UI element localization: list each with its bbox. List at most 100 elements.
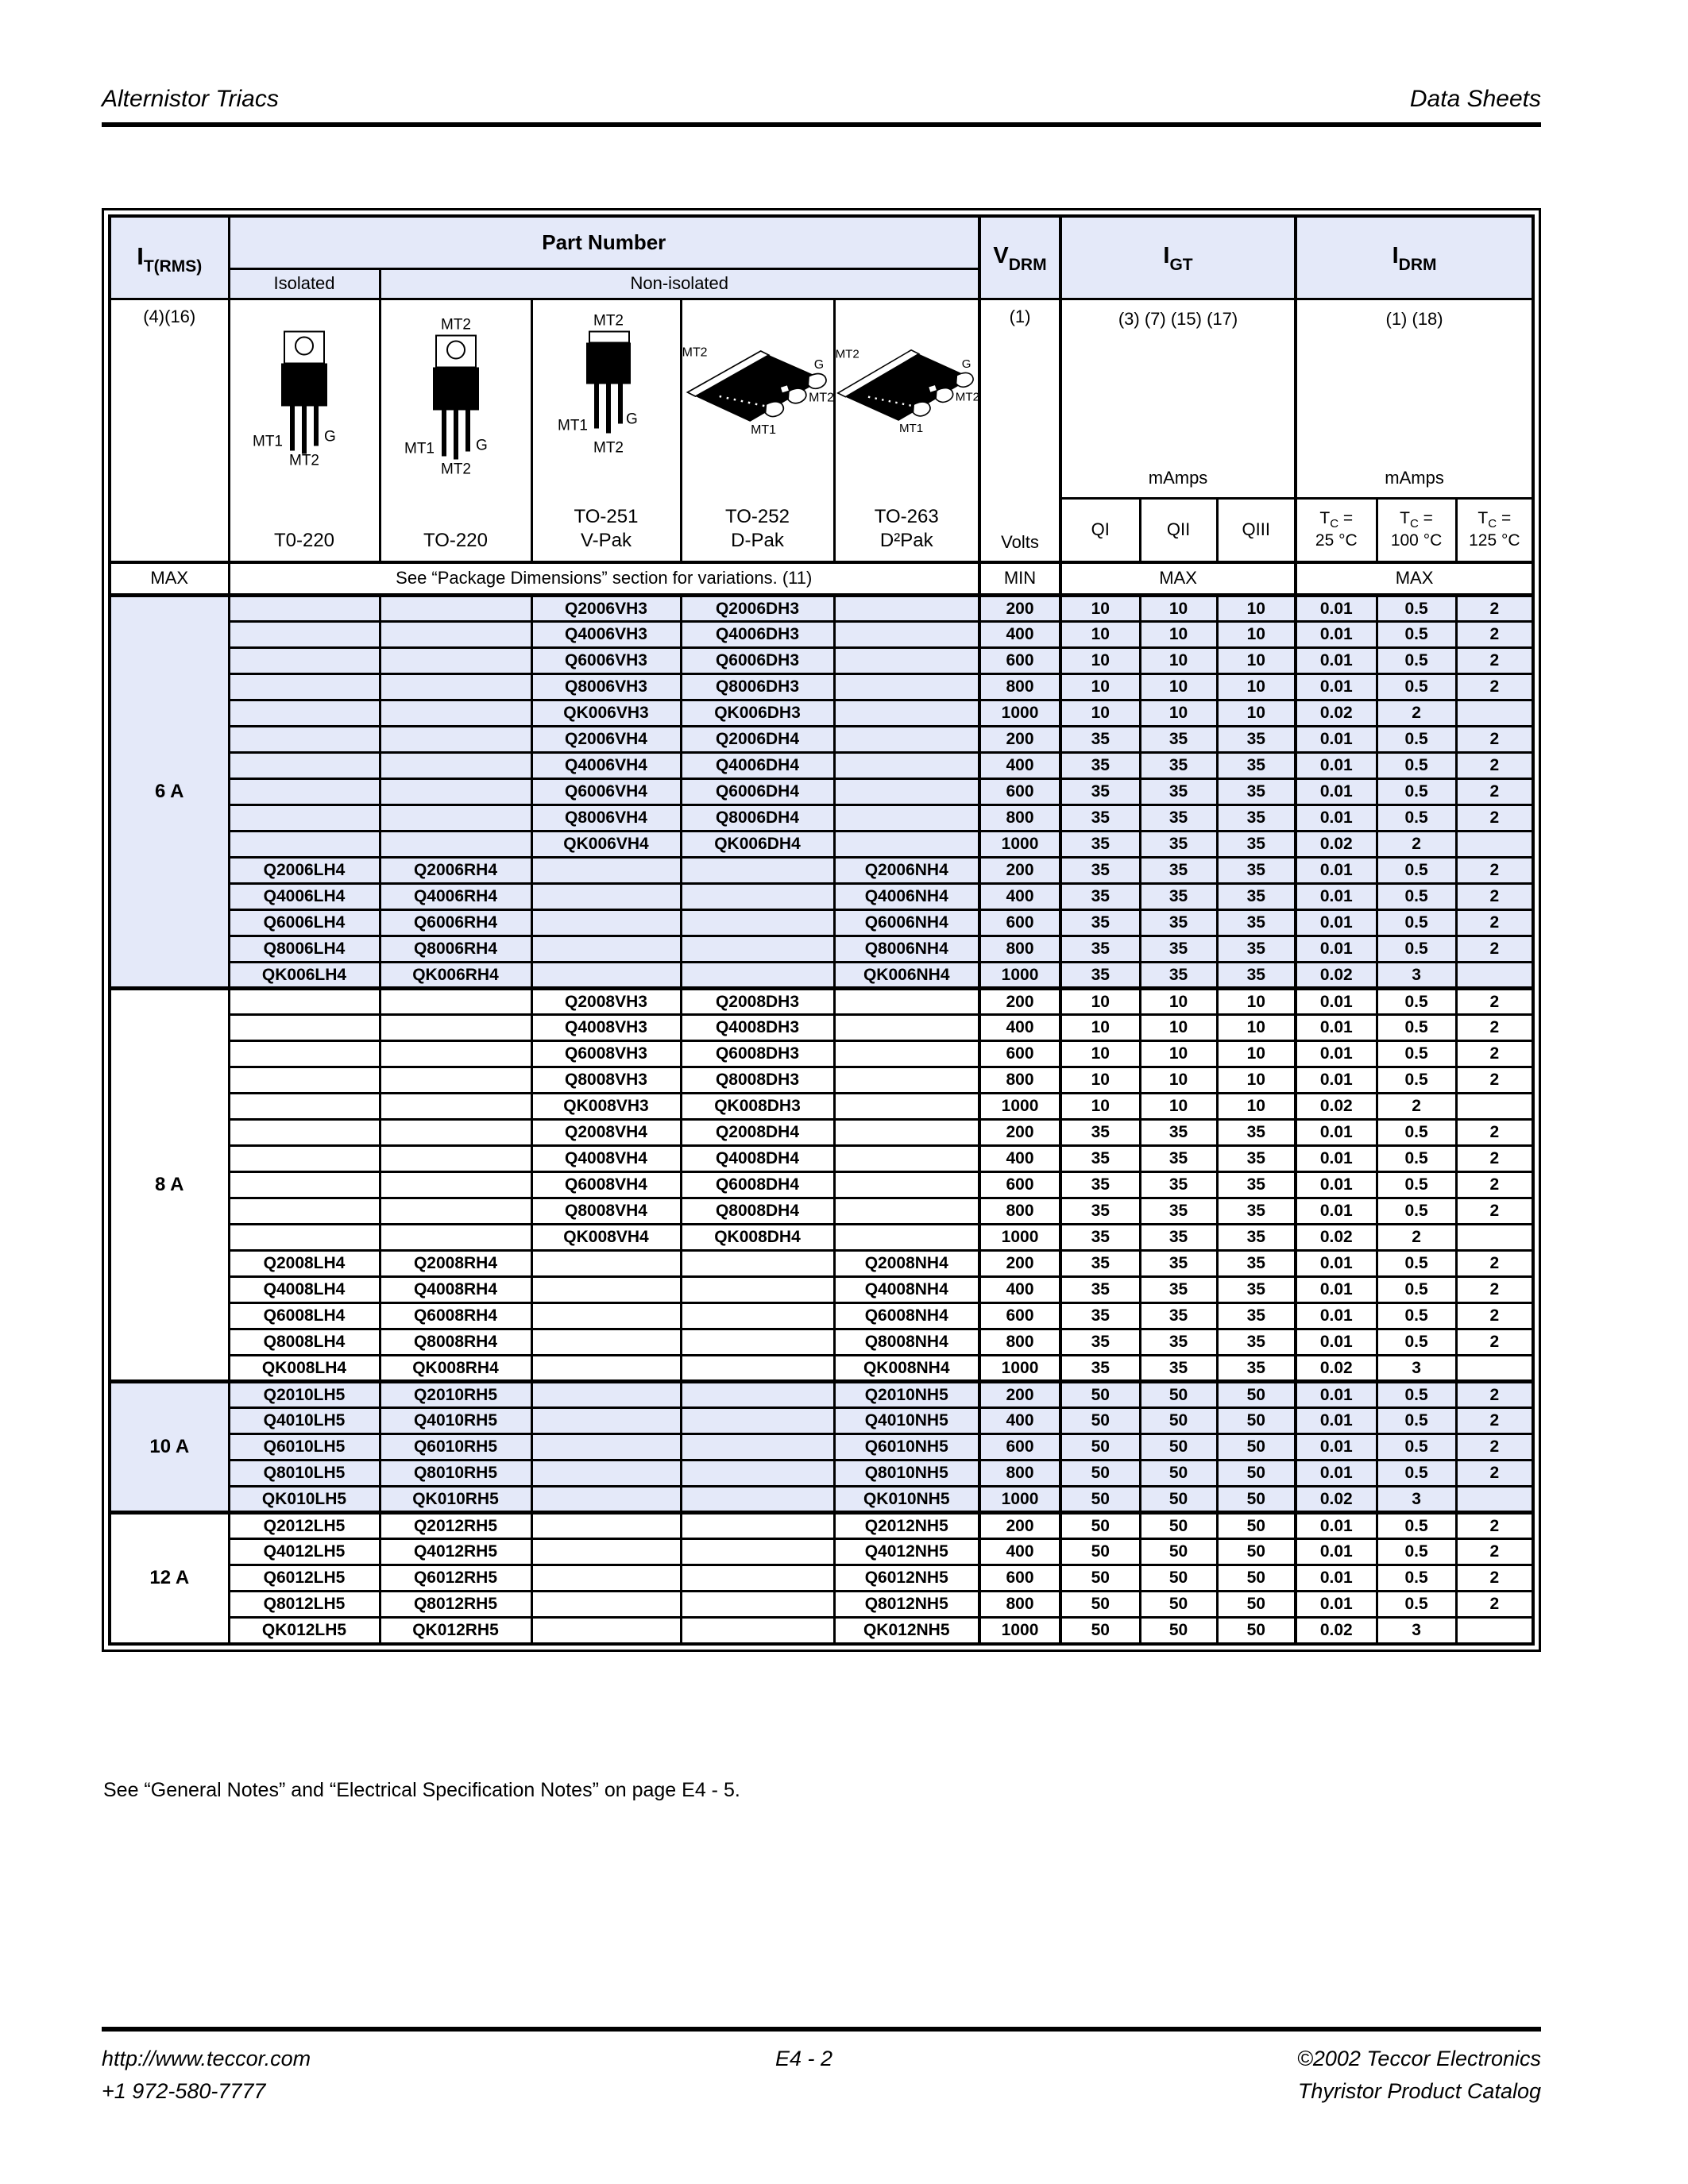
igt-qiii-cell: 35 bbox=[1215, 830, 1297, 859]
to220-cell bbox=[378, 1197, 533, 1225]
igt-qii-cell: 50 bbox=[1138, 1433, 1219, 1461]
table-row: Q8006VH4 Q8006DH4 800 35 35 35 0.01 0.5 2 bbox=[110, 804, 1535, 832]
igt-qi-cell: 35 bbox=[1059, 1223, 1141, 1252]
idrm-tc125-cell: 2 bbox=[1454, 882, 1535, 911]
table-row: Q6008VH3 Q6008DH3 600 10 10 10 0.01 0.5 2 bbox=[110, 1040, 1535, 1068]
table-row: Q4010LH5 Q4010RH5 Q4010NH5 400 50 50 50 0.01 0.5… bbox=[110, 1406, 1535, 1435]
volts-cell: 600 bbox=[978, 1564, 1062, 1592]
volts-cell: 800 bbox=[978, 673, 1062, 701]
to220-cell bbox=[378, 1144, 533, 1173]
pin-label: MT1 bbox=[404, 440, 435, 457]
idrm-tc100-cell: 0.5 bbox=[1375, 1066, 1458, 1094]
idrm-tc25-cell: 0.01 bbox=[1294, 1433, 1378, 1461]
igt-qi-cell: 10 bbox=[1059, 986, 1141, 1016]
igt-qii-cell: 50 bbox=[1138, 1379, 1219, 1409]
to220-cell: Q6006RH4 bbox=[378, 909, 533, 937]
vpak-cell bbox=[530, 1275, 682, 1304]
idrm-tc100-cell: 0.5 bbox=[1375, 986, 1458, 1016]
table-row: Q4008VH3 Q4008DH3 400 10 10 10 0.01 0.5 2 bbox=[110, 1013, 1535, 1042]
d2pak-cell: Q8010NH5 bbox=[832, 1459, 981, 1488]
idrm-tc25-cell: 0.01 bbox=[1294, 1328, 1378, 1356]
isolated-to220-cell: QK010LH5 bbox=[227, 1485, 381, 1514]
igt-qiii-cell: 50 bbox=[1215, 1564, 1297, 1592]
igt-qii-cell: 35 bbox=[1138, 856, 1219, 885]
tc-temp: 25 °C bbox=[1315, 531, 1358, 550]
to220-cell bbox=[378, 804, 533, 832]
col-header-tc25: TC = 25 °C bbox=[1294, 496, 1378, 564]
d2pak-cell bbox=[832, 1092, 981, 1121]
dpak-cell bbox=[679, 909, 836, 937]
idrm-tc100-cell: 0.5 bbox=[1375, 804, 1458, 832]
igt-qiii-cell: 10 bbox=[1215, 620, 1297, 649]
idrm-tc125-cell bbox=[1454, 830, 1535, 859]
idrm-tc125-cell: 2 bbox=[1454, 593, 1535, 623]
package-name-line1: TO-252 bbox=[725, 505, 790, 527]
igt-qiii-cell: 35 bbox=[1215, 1118, 1297, 1147]
igt-qiii-cell: 50 bbox=[1215, 1590, 1297, 1619]
idrm-tc25-cell: 0.01 bbox=[1294, 1538, 1378, 1566]
d2pak-cell bbox=[832, 1144, 981, 1173]
idrm-tc100-cell: 0.5 bbox=[1375, 593, 1458, 623]
d2pak-cell: Q4008NH4 bbox=[832, 1275, 981, 1304]
isolated-to220-cell bbox=[227, 986, 381, 1016]
igt-qi-cell: 10 bbox=[1059, 673, 1141, 701]
igt-qii-cell: 50 bbox=[1138, 1590, 1219, 1619]
volts-cell: 400 bbox=[978, 882, 1062, 911]
pin-label: MT2 bbox=[682, 345, 708, 359]
idrm-tc125-cell: 2 bbox=[1454, 1564, 1535, 1592]
volts-cell: 1000 bbox=[978, 1616, 1062, 1645]
igt-qi-cell: 50 bbox=[1059, 1459, 1141, 1488]
igt-qii-cell: 50 bbox=[1138, 1459, 1219, 1488]
igt-qiii-cell: 35 bbox=[1215, 882, 1297, 911]
igt-qiii-cell: 10 bbox=[1215, 646, 1297, 675]
table-row: 6 A Q2006VH3 Q2006DH3 200 10 10 10 0.01 0.5 2 bbox=[108, 593, 1535, 990]
package-cell-to263: MT2 G MT2 MT1 TO-263 D²Pak bbox=[832, 297, 981, 563]
package-dimensions-note: See “Package Dimensions” section for var… bbox=[227, 560, 981, 597]
vpak-cell: Q6006VH4 bbox=[530, 778, 682, 806]
igt-qii-cell: 50 bbox=[1138, 1564, 1219, 1592]
to220-cell bbox=[378, 778, 533, 806]
idrm-tc25-cell: 0.01 bbox=[1294, 646, 1378, 675]
idrm-tc100-cell: 0.5 bbox=[1375, 1118, 1458, 1147]
isolated-to220-cell bbox=[227, 804, 381, 832]
dpak-cell bbox=[679, 1249, 836, 1278]
vpak-cell: Q8008VH3 bbox=[530, 1066, 682, 1094]
idrm-tc25-cell: 0.02 bbox=[1294, 1485, 1378, 1514]
igt-qi-cell: 10 bbox=[1059, 1092, 1141, 1121]
igt-qiii-cell: 35 bbox=[1215, 935, 1297, 963]
igt-qii-cell: 10 bbox=[1138, 986, 1219, 1016]
col-header-tc125: TC = 125 °C bbox=[1454, 496, 1535, 564]
isolated-to220-cell bbox=[227, 1171, 381, 1199]
d2pak-cell: Q4010NH5 bbox=[832, 1406, 981, 1435]
col-header-part-number: Part Number bbox=[227, 214, 981, 270]
igt-qii-cell: 35 bbox=[1138, 1354, 1219, 1383]
volts-cell: 600 bbox=[978, 909, 1062, 937]
section-label-6a: 6 A bbox=[108, 593, 230, 990]
idrm-tc125-cell: 2 bbox=[1454, 804, 1535, 832]
vpak-cell: QK006VH3 bbox=[530, 699, 682, 727]
idrm-tc100-cell: 0.5 bbox=[1375, 1302, 1458, 1330]
igt-qiii-cell: 35 bbox=[1215, 1302, 1297, 1330]
igt-qii-cell: 50 bbox=[1138, 1511, 1219, 1540]
idrm-tc100-cell: 0.5 bbox=[1375, 620, 1458, 649]
idrm-notes: (1) (18) bbox=[1385, 308, 1443, 329]
igt-qii-cell: 10 bbox=[1138, 1040, 1219, 1068]
idrm-tc100-cell: 2 bbox=[1375, 1092, 1458, 1121]
to220-cell bbox=[378, 1040, 533, 1068]
igt-qiii-cell: 10 bbox=[1215, 1040, 1297, 1068]
vpak-cell: Q4008VH3 bbox=[530, 1013, 682, 1042]
to220-cell bbox=[378, 593, 533, 623]
table-row: Q4006LH4 Q4006RH4 Q4006NH4 400 35 35 35 0.01 0.5… bbox=[110, 882, 1535, 911]
idrm-tc125-cell: 2 bbox=[1454, 1171, 1535, 1199]
igt-qiii-cell: 35 bbox=[1215, 1223, 1297, 1252]
tc-eq: = bbox=[1342, 509, 1354, 528]
idrm-tc25-cell: 0.01 bbox=[1294, 778, 1378, 806]
idrm-tc25-cell: 0.01 bbox=[1294, 1040, 1378, 1068]
dpak-cell bbox=[679, 1590, 836, 1619]
igt-qi-cell: 50 bbox=[1059, 1590, 1141, 1619]
igt-qi-cell: 35 bbox=[1059, 1197, 1141, 1225]
table-row: 10 A Q2010LH5 Q2010RH5 Q2010NH5 200 50 50 50 0.0… bbox=[108, 1379, 1535, 1514]
idrm-tc125-cell bbox=[1454, 1616, 1535, 1645]
page-section-title: Data Sheets bbox=[1409, 86, 1541, 112]
package-name: TO-220 bbox=[423, 529, 488, 551]
